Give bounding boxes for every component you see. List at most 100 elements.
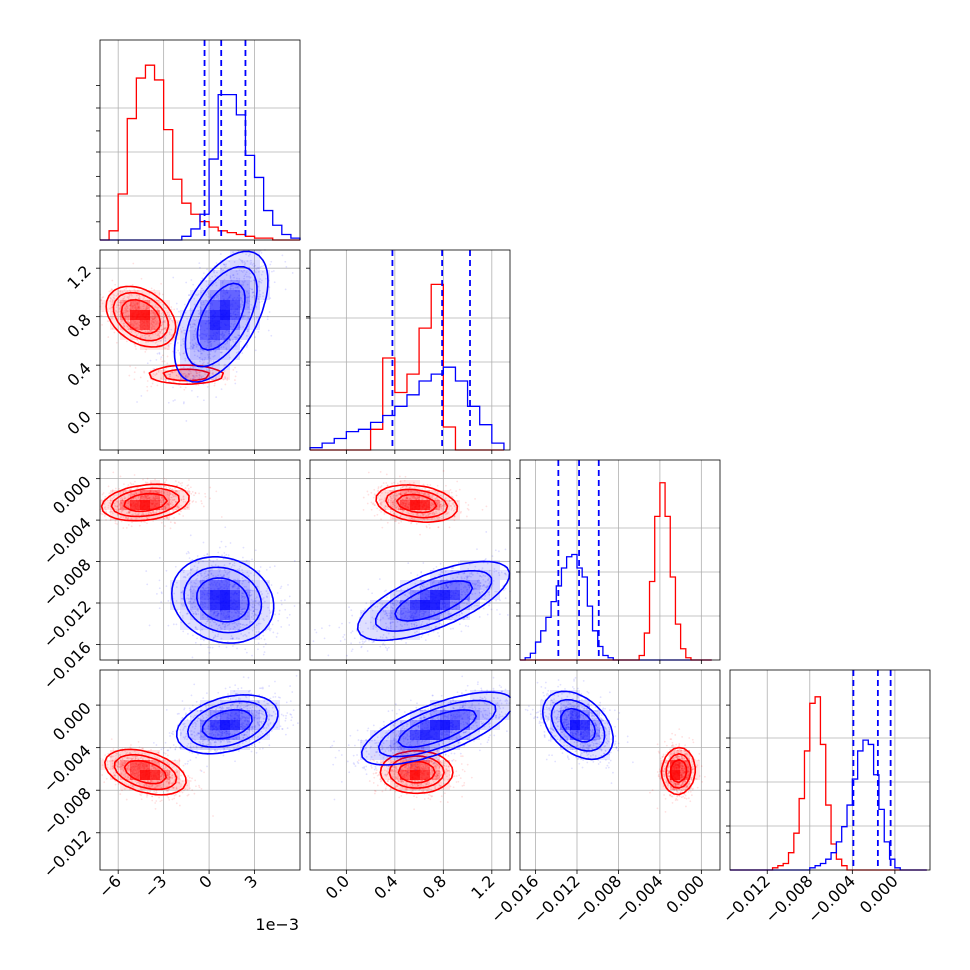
density-cell — [240, 580, 250, 590]
scatter-point — [236, 647, 238, 650]
scatter-point — [162, 335, 165, 338]
scatter-point — [188, 479, 190, 481]
scatter-point — [161, 323, 164, 326]
scatter-point — [436, 484, 439, 487]
scatter-point — [189, 370, 192, 373]
scatter-point — [126, 307, 129, 309]
scatter-point — [180, 484, 183, 487]
density-cell — [250, 280, 260, 290]
histogram-series-0 — [100, 64, 300, 241]
scatter-point — [199, 643, 202, 646]
scatter-point — [152, 375, 154, 378]
scatter-point — [127, 296, 130, 298]
density-cell — [220, 590, 230, 600]
scatter-point — [211, 646, 214, 649]
scatter-point — [459, 511, 462, 514]
scatter-point — [127, 319, 130, 322]
scatter-point — [127, 320, 129, 323]
scatter-point — [276, 632, 279, 635]
scatter-point — [128, 314, 130, 317]
scatter-point — [156, 308, 159, 310]
scatter-point — [398, 475, 401, 478]
scatter-point — [244, 648, 247, 651]
scatter-point — [278, 609, 281, 612]
scatter-point — [273, 565, 276, 568]
density-cell — [200, 610, 210, 620]
scatter-point — [102, 296, 105, 298]
scatter-point — [147, 306, 150, 309]
scatter-point — [264, 642, 267, 645]
scatter-point — [284, 260, 287, 263]
scatter-point — [396, 482, 399, 485]
scatter-point — [142, 305, 145, 308]
scatter-point — [118, 310, 121, 313]
scatter-point — [224, 526, 227, 529]
scatter-point — [180, 510, 182, 513]
scatter-point — [157, 330, 160, 333]
scatter-point — [140, 395, 143, 397]
scatter-point — [165, 585, 168, 588]
scatter-point — [151, 318, 154, 321]
scatter-point — [145, 307, 148, 310]
scatter-point — [126, 305, 129, 308]
scatter-point — [189, 366, 192, 369]
scatter-point — [283, 599, 286, 602]
pair-panel-1-2 — [306, 459, 511, 664]
scatter-point — [160, 377, 162, 380]
scatter-point — [151, 333, 154, 336]
scatter-point — [110, 288, 113, 291]
scatter-point — [191, 491, 194, 493]
scatter-point — [451, 495, 454, 498]
scatter-point — [101, 493, 104, 496]
scatter-point — [142, 303, 145, 306]
density-cell — [150, 340, 160, 350]
scatter-point — [167, 373, 170, 376]
scatter-point — [174, 487, 177, 490]
scatter-point — [167, 401, 170, 404]
scatter-point — [116, 523, 119, 525]
scatter-point — [220, 516, 223, 518]
density-cell — [230, 290, 240, 300]
scatter-point — [131, 521, 133, 524]
scatter-point — [215, 396, 218, 398]
scatter-point — [169, 488, 171, 490]
scatter-point — [232, 645, 234, 647]
scatter-point — [195, 501, 197, 503]
scatter-point — [153, 288, 156, 291]
scatter-point — [160, 282, 162, 285]
density-cell — [240, 630, 250, 640]
scatter-point — [163, 360, 166, 363]
scatter-point — [169, 317, 172, 320]
scatter-point — [280, 585, 283, 588]
scatter-point — [254, 349, 257, 352]
scatter-point — [185, 420, 188, 422]
scatter-point — [193, 494, 195, 497]
scatter-point — [270, 334, 273, 337]
scatter-point — [148, 624, 151, 627]
scatter-point — [385, 482, 388, 484]
scatter-point — [125, 340, 128, 343]
scatter-point — [185, 281, 188, 284]
scatter-point — [119, 301, 121, 304]
panel-border — [309, 249, 511, 451]
scatter-point — [154, 332, 157, 335]
scatter-point — [161, 332, 164, 335]
scatter-point — [128, 328, 130, 330]
scatter-point — [152, 320, 155, 323]
scatter-point — [281, 254, 284, 257]
scatter-point — [261, 300, 263, 303]
density-cell — [220, 320, 230, 330]
scatter-point — [174, 399, 176, 401]
scatter-point — [146, 362, 149, 365]
scatter-point — [191, 501, 194, 503]
scatter-point — [155, 593, 158, 595]
scatter-point — [146, 481, 149, 484]
scatter-point — [144, 299, 147, 302]
scatter-point — [139, 376, 142, 379]
scatter-point — [277, 619, 280, 622]
scatter-point — [108, 307, 111, 310]
scatter-point — [424, 487, 427, 490]
scatter-point — [185, 552, 188, 555]
scatter-point — [293, 559, 296, 562]
scatter-point — [392, 488, 395, 491]
